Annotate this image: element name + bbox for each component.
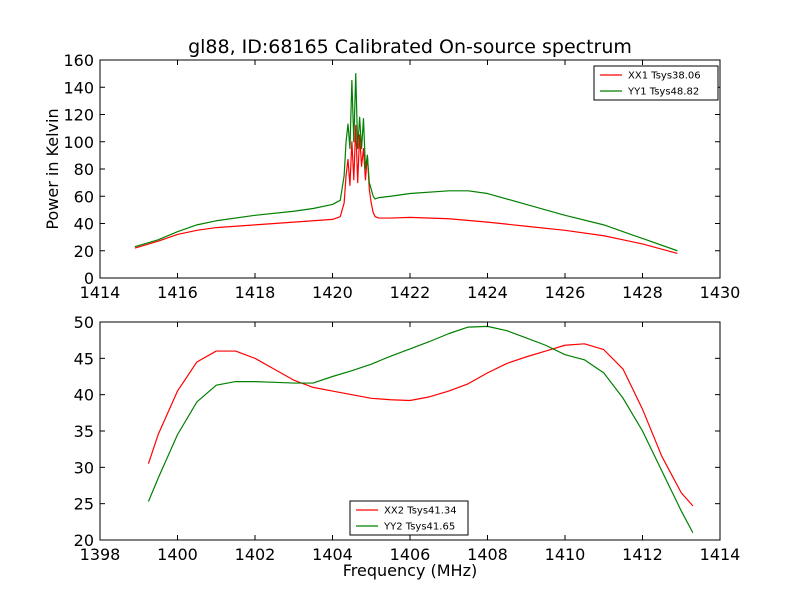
chart-title: gl88, ID:68165 Calibrated On-source spec… [188, 36, 632, 58]
y-tick-label: 120 [63, 106, 94, 125]
legend: XX2 Tsys41.34 YY2 Tsys41.65 [349, 500, 469, 536]
y-tick-label: 30 [74, 458, 94, 477]
y-tick-label: 50 [74, 313, 94, 332]
bottom-plot-area: 1398 1400 1402 1404 1406 1408 1410 1412 1414 20 25… [74, 313, 741, 564]
y-tick-label: 35 [74, 422, 94, 441]
series-line-2 [147, 325, 694, 534]
y-tick-label: 160 [63, 51, 94, 70]
series-line-1 [134, 124, 678, 255]
legend-label-1: XX2 Tsys41.34 [384, 506, 457, 517]
y-tick-label: 20 [74, 531, 94, 550]
y-axis-label: Power in Kelvin [43, 108, 62, 229]
x-tick-label: 1398 [80, 545, 121, 564]
y-tick-label: 140 [63, 78, 94, 97]
x-tick-label: 1430 [700, 283, 741, 302]
x-tick-label: 1400 [157, 545, 198, 564]
y-tick-label: 25 [74, 495, 94, 514]
bottom-spectrum-panel: Frequency (MHz) 1398 1400 1402 1404 1406 1408… [74, 313, 741, 580]
series-line-2 [134, 73, 678, 252]
y-tick-label: 0 [84, 269, 94, 288]
x-tick-label: 1414 [700, 545, 741, 564]
x-tick-label: 1414 [80, 283, 121, 302]
x-axis-label: Frequency (MHz) [343, 561, 477, 580]
x-tick-label: 1418 [235, 283, 276, 302]
x-tick-label: 1426 [545, 283, 586, 302]
x-tick-label: 1424 [467, 283, 508, 302]
x-tick-label: 1404 [312, 545, 353, 564]
y-tick-label: 60 [74, 187, 94, 206]
legend-label-2: YY2 Tsys41.65 [383, 522, 455, 533]
y-tick-label: 40 [74, 386, 94, 405]
x-tick-label: 1406 [390, 545, 431, 564]
series-line-1 [147, 343, 694, 507]
x-tick-label: 1428 [622, 283, 663, 302]
x-tick-label: 1422 [390, 283, 431, 302]
legend: XX1 Tsys38.06 YY1 Tsys48.82 [593, 65, 719, 101]
y-tick-label: 45 [74, 349, 94, 368]
y-tick-label: 40 [74, 215, 94, 234]
y-tick-label: 100 [63, 133, 94, 152]
legend-box [593, 65, 719, 101]
x-tick-label: 1420 [312, 283, 353, 302]
y-tick-label: 80 [74, 160, 94, 179]
legend-label-2: YY1 Tsys48.82 [627, 87, 699, 98]
y-tick-label: 20 [74, 242, 94, 261]
x-tick-label: 1402 [235, 545, 276, 564]
legend-box [349, 500, 469, 536]
x-tick-label: 1412 [622, 545, 663, 564]
legend-label-1: XX1 Tsys38.06 [628, 71, 701, 82]
top-plot-area: 1414 1416 1418 1420 1422 1424 1426 1428 1430 0 20 4… [63, 51, 740, 302]
x-tick-label: 1408 [467, 545, 508, 564]
x-tick-label: 1416 [157, 283, 198, 302]
top-spectrum-panel: gl88, ID:68165 Calibrated On-source spec… [43, 36, 740, 302]
x-tick-label: 1410 [545, 545, 586, 564]
